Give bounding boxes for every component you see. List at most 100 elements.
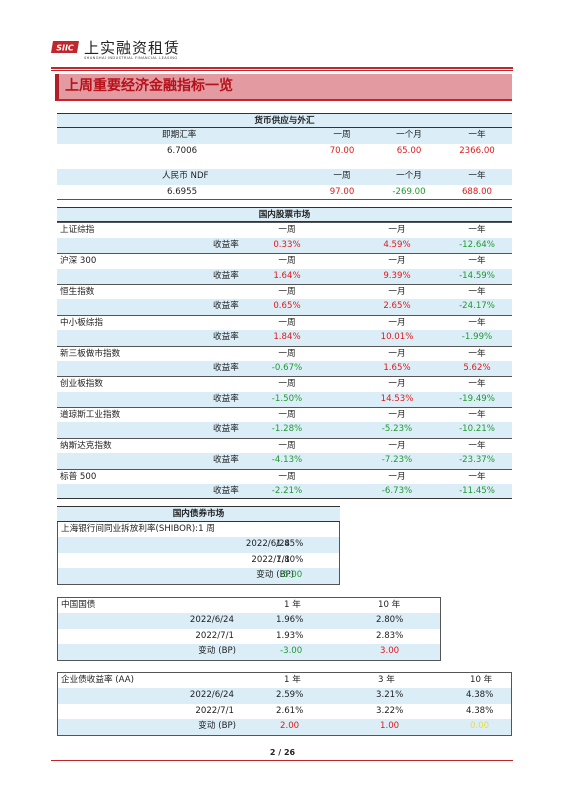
stock-yield-value: -14.59% — [459, 270, 495, 281]
govt-header-row: 中国国债 1 年 10 年 — [58, 598, 440, 613]
stock-period: 一年 — [468, 317, 486, 328]
fx-row-header: 人民币 NDF 一周 一个月 一年 — [57, 169, 512, 185]
stock-yield-row: 收益率 1.64% 9.39% -14.59% — [57, 268, 512, 284]
stocks-section-header: 国内股票市场 — [57, 207, 512, 223]
corp-row: 2022/6/24 2.59% 3.21% 4.38% — [58, 688, 511, 704]
govt-value: 2.83% — [376, 630, 404, 641]
stock-yield-value: -0.67% — [271, 362, 303, 373]
stock-yield-value: 1.65% — [383, 362, 411, 373]
govt-date: 2022/7/1 — [195, 630, 234, 641]
bond-section-header-wrap: 国内债券市场 — [57, 506, 340, 522]
stock-index-name: 创业板指数 — [60, 379, 103, 390]
yield-label: 收益率 — [213, 301, 239, 312]
fx-value: 6.6955 — [167, 186, 198, 197]
stock-period: 一月 — [388, 440, 406, 451]
govt-period: 10 年 — [378, 600, 401, 610]
stock-period: 一周 — [278, 286, 296, 297]
corp-value: 3.22% — [376, 705, 404, 716]
govt-date: 2022/6/24 — [189, 615, 234, 626]
corp-period: 1 年 — [284, 675, 301, 685]
yield-label: 收益率 — [213, 455, 239, 466]
corp-change: 1.00 — [380, 721, 400, 732]
footer-rule — [51, 760, 513, 761]
stock-yield-value: 0.65% — [273, 301, 301, 312]
govt-value: 2.80% — [376, 615, 404, 626]
stock-period: 一周 — [278, 348, 296, 359]
fx-period: 一年 — [468, 130, 486, 141]
govt-period: 1 年 — [284, 600, 301, 610]
govt-change: -3.00 — [280, 646, 303, 657]
govt-bond-table: 中国国债 1 年 10 年 2022/6/24 1.96% 2.80% 2022… — [57, 597, 441, 661]
shibor-value: 1.85% — [276, 539, 304, 550]
stock-yield-value: -1.99% — [461, 332, 493, 343]
corp-row: 2022/7/1 2.61% 3.22% 4.38% — [58, 704, 511, 719]
stock-yield-value: 5.62% — [463, 362, 491, 373]
yield-label: 收益率 — [213, 486, 239, 497]
corp-value: 2.59% — [276, 690, 304, 701]
corp-change-label: 变动 (BP) — [198, 721, 236, 732]
yield-label: 收益率 — [213, 362, 239, 373]
stock-period: 一年 — [468, 410, 486, 421]
stock-index-name: 纳斯达克指数 — [60, 440, 112, 451]
stock-yield-value: 2.65% — [383, 301, 411, 312]
stock-index-row: 新三板做市指数 一周 一月 一年 — [57, 345, 512, 361]
fx-change: 65.00 — [396, 145, 422, 156]
stock-index-name: 中小板综指 — [60, 317, 103, 328]
stock-period: 一周 — [278, 256, 296, 267]
stock-yield-row: 收益率 -1.28% -5.23% -10.21% — [57, 422, 512, 438]
svg-text:SIIC: SIIC — [56, 44, 74, 53]
fx-name: 人民币 NDF — [162, 171, 209, 182]
shibor-table: 上海银行间同业拆放利率(SHIBOR):1 周 2022/6/24 1.85% … — [57, 522, 340, 585]
corp-date: 2022/6/24 — [189, 690, 234, 701]
shibor-date: 2022/6/24 — [245, 539, 290, 550]
shibor-date: 2022/7/1 — [251, 554, 290, 565]
fx-name: 即期汇率 — [162, 130, 197, 141]
stock-yield-value: -10.21% — [459, 424, 495, 435]
yield-label: 收益率 — [213, 332, 239, 343]
stock-period: 一年 — [468, 471, 486, 482]
stock-yield-value: -24.17% — [459, 301, 495, 312]
stock-yield-row: 收益率 -2.21% -6.73% -11.45% — [57, 484, 512, 500]
fx-change: 2366.00 — [459, 145, 495, 156]
fx-value: 6.7006 — [167, 145, 198, 156]
yield-label: 收益率 — [213, 393, 239, 404]
stock-yield-value: -7.23% — [381, 455, 413, 466]
stock-period: 一月 — [388, 379, 406, 390]
stock-yield-value: -1.28% — [271, 424, 303, 435]
stock-index-row: 道琼斯工业指数 一周 一月 一年 — [57, 407, 512, 422]
stock-yield-value: -19.49% — [459, 393, 495, 404]
corp-value: 4.38% — [466, 705, 494, 716]
shibor-change-row: 变动 (BP) -5.00 — [58, 568, 339, 584]
stock-yield-row: 收益率 1.84% 10.01% -1.99% — [57, 330, 512, 346]
stock-yield-value: 0.33% — [273, 239, 301, 250]
fx-change: 688.00 — [461, 186, 493, 197]
stock-index-name: 标普 500 — [60, 471, 97, 482]
stock-period: 一周 — [278, 225, 296, 236]
fx-row-values: 6.6955 97.00 -269.00 688.00 — [57, 185, 512, 200]
stock-period: 一年 — [468, 348, 486, 359]
stock-yield-value: -6.73% — [381, 486, 413, 497]
stock-period: 一月 — [388, 348, 406, 359]
stock-period: 一月 — [388, 225, 406, 236]
govt-value: 1.93% — [276, 630, 304, 641]
corp-change: 0.00 — [470, 721, 490, 732]
stock-index-name: 上证综指 — [60, 225, 95, 236]
corp-value: 3.21% — [376, 690, 404, 701]
stock-period: 一月 — [388, 317, 406, 328]
fx-period: 一个月 — [396, 130, 422, 141]
stock-yield-row: 收益率 0.33% 4.59% -12.64% — [57, 237, 512, 254]
stock-yield-value: 4.59% — [383, 239, 411, 250]
yield-label: 收益率 — [213, 424, 239, 435]
fx-period: 一年 — [468, 171, 486, 182]
govt-change: 3.00 — [380, 646, 400, 657]
govt-value: 1.96% — [276, 615, 304, 626]
stock-yield-value: 1.84% — [273, 332, 301, 343]
stock-index-name: 新三板做市指数 — [60, 348, 121, 359]
shibor-row: 2022/6/24 1.85% — [58, 537, 339, 553]
company-logo: SIIC 上实融资租赁 SHANGHAI INDUSTRIAL FINANCIA… — [51, 36, 211, 66]
stock-index-row: 中小板综指 一周 一月 一年 — [57, 314, 512, 330]
stock-period: 一周 — [278, 410, 296, 421]
corp-value: 2.61% — [276, 705, 304, 716]
shibor-change-label: 变动 (BP) — [256, 570, 294, 581]
stock-yield-row: 收益率 -1.50% 14.53% -19.49% — [57, 391, 512, 408]
